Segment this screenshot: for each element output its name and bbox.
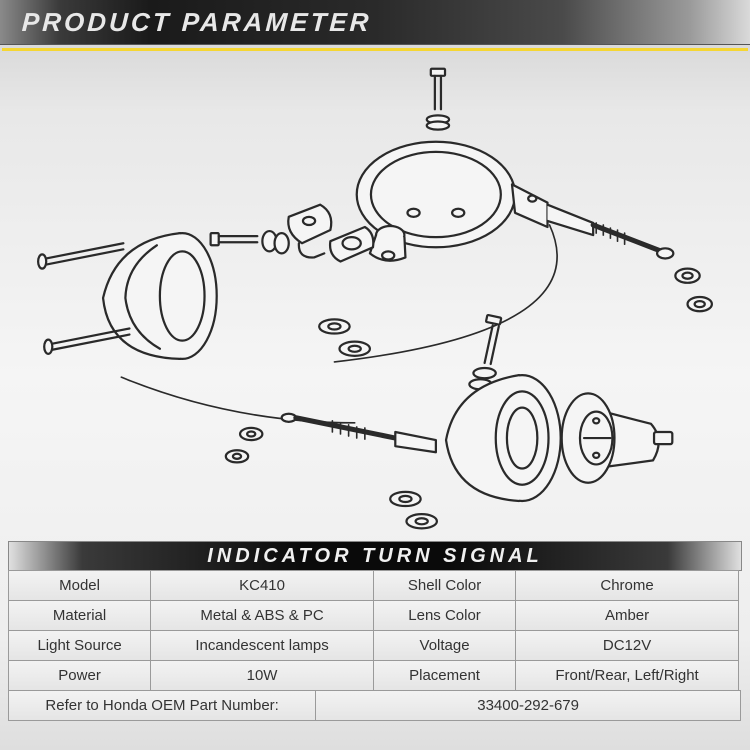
spec-label: Placement bbox=[373, 660, 516, 691]
small-screw-icon bbox=[211, 231, 289, 253]
spec-label: Material bbox=[8, 600, 151, 631]
center-bolt-icon bbox=[469, 315, 501, 389]
sub-header-title: INDICATOR TURN SIGNAL bbox=[207, 545, 542, 568]
bracket-icon bbox=[288, 205, 331, 258]
spec-value: Amber bbox=[515, 600, 739, 631]
table-row: Refer to Honda OEM Part Number: 33400-29… bbox=[8, 691, 742, 721]
page-title: PRODUCT PARAMETER bbox=[21, 7, 372, 38]
wire-lower-icon bbox=[121, 377, 354, 423]
spec-label: Voltage bbox=[373, 630, 516, 661]
oem-value: 33400-292-679 bbox=[315, 690, 741, 721]
spec-value: 10W bbox=[150, 660, 374, 691]
spec-value: Front/Rear, Left/Right bbox=[515, 660, 739, 691]
lens-dome-icon bbox=[103, 233, 217, 359]
spec-label: Model bbox=[8, 570, 151, 601]
rear-housing-icon bbox=[357, 142, 674, 261]
washers-middle-icon bbox=[319, 319, 370, 356]
table-row: Light Source Incandescent lamps Voltage … bbox=[8, 631, 742, 661]
spec-value: Incandescent lamps bbox=[150, 630, 374, 661]
table-row: Model KC410 Shell Color Chrome bbox=[8, 571, 742, 601]
spec-value: Chrome bbox=[515, 570, 739, 601]
spec-label: Power bbox=[8, 660, 151, 691]
oem-label: Refer to Honda OEM Part Number: bbox=[8, 690, 316, 721]
assembled-unit-icon bbox=[446, 375, 672, 501]
spec-value: DC12V bbox=[515, 630, 739, 661]
washers-upper-right bbox=[675, 269, 712, 312]
table-row: Power 10W Placement Front/Rear, Left/Rig… bbox=[8, 661, 742, 691]
spec-label: Light Source bbox=[8, 630, 151, 661]
exploded-diagram bbox=[0, 51, 750, 541]
table-row: Material Metal & ABS & PC Lens Color Amb… bbox=[8, 601, 742, 631]
spec-label: Lens Color bbox=[373, 600, 516, 631]
spec-label: Shell Color bbox=[373, 570, 516, 601]
spec-value: Metal & ABS & PC bbox=[150, 600, 374, 631]
top-bolt bbox=[427, 69, 449, 130]
header-bar: PRODUCT PARAMETER bbox=[0, 0, 750, 45]
sub-header-bar: INDICATOR TURN SIGNAL bbox=[8, 541, 742, 571]
spec-value: KC410 bbox=[150, 570, 374, 601]
diagram-svg bbox=[30, 61, 720, 531]
washers-lower-left bbox=[226, 428, 263, 463]
spec-table: Model KC410 Shell Color Chrome Material … bbox=[8, 571, 742, 721]
gasket-icon bbox=[330, 227, 373, 262]
washers-bottom-icon bbox=[390, 492, 437, 529]
lower-stem-icon bbox=[282, 414, 436, 453]
